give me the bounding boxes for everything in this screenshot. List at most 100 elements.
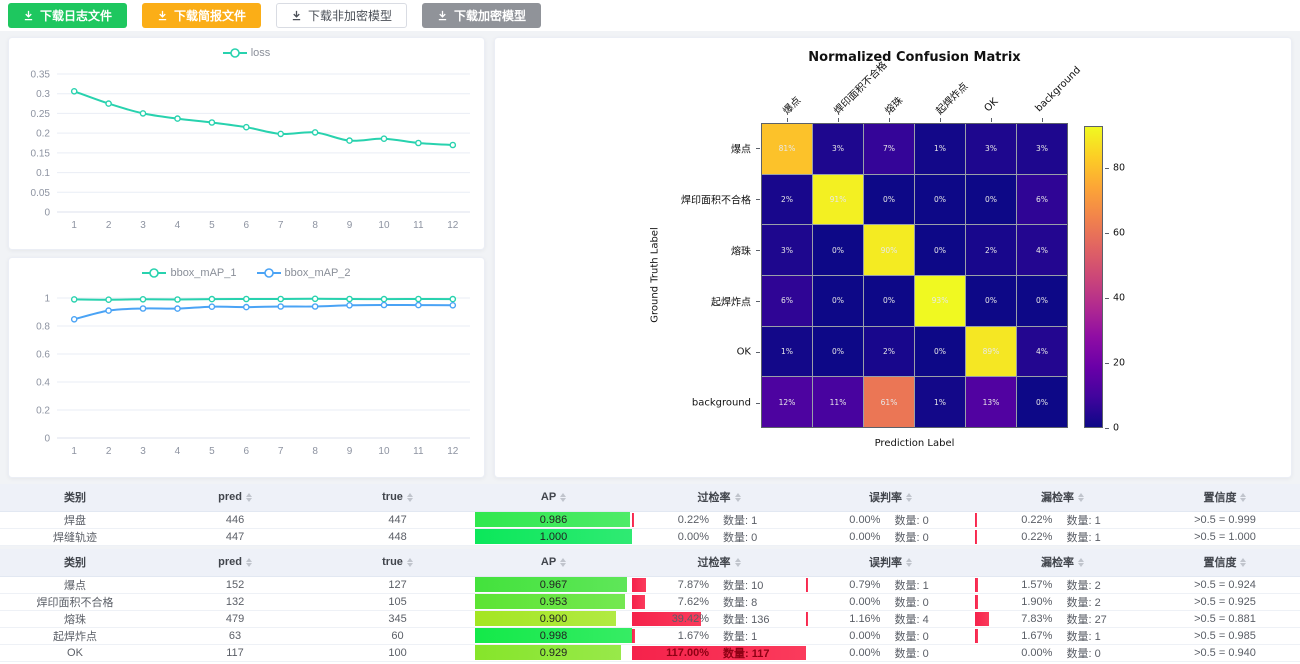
cm-row-label-2: 熔珠 bbox=[731, 246, 751, 258]
download-unencrypted-model-button[interactable]: 下载非加密模型 bbox=[276, 3, 408, 28]
svg-text:0.3: 0.3 bbox=[36, 89, 50, 100]
rate-value: 1.90% bbox=[1021, 595, 1053, 608]
column-header-置信度[interactable]: 置信度 bbox=[1149, 484, 1300, 512]
column-header-误判率[interactable]: 误判率 bbox=[805, 484, 975, 512]
column-header-true[interactable]: true bbox=[320, 549, 475, 577]
category-cell: OK bbox=[0, 644, 151, 662]
colorbar bbox=[1084, 126, 1103, 428]
column-header-pred[interactable]: pred bbox=[150, 484, 321, 512]
rate-bar bbox=[805, 577, 808, 592]
pred-cell: 479 bbox=[150, 610, 321, 628]
sort-caret-icon[interactable] bbox=[245, 492, 252, 502]
column-header-pred[interactable]: pred bbox=[150, 549, 321, 577]
colorbar-tick-label: 40 bbox=[1113, 292, 1126, 304]
legend-item-bbox_mAP_1[interactable]: bbox_mAP_1 bbox=[142, 267, 237, 279]
category-cell: 焊缝轨迹 bbox=[0, 528, 151, 546]
download-report-button[interactable]: 下载简报文件 bbox=[142, 3, 262, 28]
sort-caret-icon[interactable] bbox=[905, 492, 912, 502]
column-header-AP[interactable]: AP bbox=[475, 549, 633, 577]
sort-caret-icon[interactable] bbox=[245, 557, 252, 567]
rate-value: 1.67% bbox=[677, 629, 709, 642]
column-header-过检率[interactable]: 过检率 bbox=[632, 549, 806, 577]
ap-value: 0.900 bbox=[539, 612, 568, 625]
sort-caret-icon[interactable] bbox=[560, 492, 567, 502]
table-row-OK: OK 117 100 0.929 117.00% 数量: 117 0.00% 数量: 0 0.0… bbox=[0, 644, 1300, 662]
download-icon bbox=[158, 10, 167, 21]
svg-text:0.25: 0.25 bbox=[31, 109, 51, 120]
cm-axis-tick bbox=[756, 250, 760, 252]
legend-label: bbox_mAP_2 bbox=[284, 267, 351, 279]
column-header-置信度[interactable]: 置信度 bbox=[1149, 549, 1300, 577]
pred-cell: 117 bbox=[150, 644, 321, 662]
download-log-button[interactable]: 下载日志文件 bbox=[8, 3, 128, 28]
rate-count: 数量: 4 bbox=[894, 613, 929, 626]
cm-cell-2-1: 0% bbox=[813, 225, 863, 275]
sort-caret-icon[interactable] bbox=[560, 557, 567, 567]
svg-text:9: 9 bbox=[347, 220, 353, 231]
rate-value: 0.00% bbox=[677, 530, 709, 543]
rate-cell-content: 0.22% 数量: 1 bbox=[632, 512, 806, 528]
map-chart-legend: bbox_mAP_1 bbox_mAP_2 bbox=[9, 258, 484, 282]
legend-item-loss[interactable]: loss bbox=[222, 47, 271, 59]
cm-cell-2-0: 3% bbox=[762, 225, 812, 275]
sort-caret-icon[interactable] bbox=[1240, 492, 1247, 502]
true-cell: 345 bbox=[320, 610, 475, 628]
rate-cell-content: 0.00% 数量: 0 bbox=[975, 645, 1150, 661]
cm-cell-0-0: 81% bbox=[762, 124, 812, 174]
ap-cell: 0.953 bbox=[475, 593, 633, 611]
sort-caret-icon[interactable] bbox=[734, 557, 741, 567]
colorbar-tick-label: 80 bbox=[1113, 162, 1126, 174]
column-label: AP bbox=[540, 556, 557, 569]
cm-axis-tick bbox=[888, 118, 890, 122]
svg-text:2: 2 bbox=[106, 446, 112, 457]
column-header-误判率[interactable]: 误判率 bbox=[805, 549, 975, 577]
missed-detection-cell: 0.22% 数量: 1 bbox=[974, 511, 1150, 529]
rate-cell-content: 117.00% 数量: 117 bbox=[632, 645, 806, 661]
ap-value: 0.929 bbox=[539, 646, 568, 659]
cm-cell-3-1: 0% bbox=[813, 276, 863, 326]
sort-caret-icon[interactable] bbox=[1077, 557, 1084, 567]
column-label: 漏检率 bbox=[1040, 557, 1074, 570]
column-header-漏检率[interactable]: 漏检率 bbox=[974, 549, 1150, 577]
rate-count: 数量: 1 bbox=[1066, 514, 1101, 527]
loss-line-chart: 00.050.10.150.20.250.30.351 2 3 4 5 6 7 8 9 10 11 1… bbox=[31, 70, 470, 231]
download-encrypted-model-button[interactable]: 下载加密模型 bbox=[422, 3, 542, 28]
true-cell: 127 bbox=[320, 576, 475, 594]
ap-bar bbox=[475, 628, 632, 643]
cm-cell-0-3: 1% bbox=[915, 124, 965, 174]
column-header-过检率[interactable]: 过检率 bbox=[632, 484, 806, 512]
sort-caret-icon[interactable] bbox=[1077, 492, 1084, 502]
legend-item-bbox_mAP_2[interactable]: bbox_mAP_2 bbox=[256, 267, 351, 279]
cm-axis-tick bbox=[756, 199, 760, 201]
sort-caret-icon[interactable] bbox=[1240, 557, 1247, 567]
rate-bar bbox=[632, 611, 701, 626]
cm-col-label-5: background bbox=[1033, 64, 1084, 115]
column-header-漏检率[interactable]: 漏检率 bbox=[974, 484, 1150, 512]
rate-value: 0.00% bbox=[849, 595, 881, 608]
missed-detection-cell: 1.67% 数量: 1 bbox=[974, 627, 1150, 645]
column-label: pred bbox=[218, 491, 242, 504]
svg-text:8: 8 bbox=[312, 220, 318, 231]
legend-label: loss bbox=[250, 47, 271, 59]
cm-axis-tick bbox=[786, 118, 788, 122]
table-row-焊缝轨迹: 焊缝轨迹 447 448 1.000 0.00% 数量: 0 0.00% 数量: 0 0.22%… bbox=[0, 528, 1300, 546]
sort-caret-icon[interactable] bbox=[406, 492, 413, 502]
rate-count: 数量: 0 bbox=[894, 514, 929, 527]
column-header-AP[interactable]: AP bbox=[475, 484, 633, 512]
column-header-true[interactable]: true bbox=[320, 484, 475, 512]
sort-caret-icon[interactable] bbox=[406, 557, 413, 567]
sort-caret-icon[interactable] bbox=[905, 557, 912, 567]
sort-caret-icon[interactable] bbox=[734, 492, 741, 502]
true-cell: 105 bbox=[320, 593, 475, 611]
svg-text:6: 6 bbox=[244, 446, 250, 457]
column-label: 误判率 bbox=[868, 492, 902, 505]
svg-text:2: 2 bbox=[106, 220, 112, 231]
rate-cell-content: 1.67% 数量: 1 bbox=[632, 628, 806, 644]
over-detection-cell: 39.42% 数量: 136 bbox=[632, 610, 806, 628]
cm-cell-4-2: 2% bbox=[864, 326, 914, 377]
colorbar-tick bbox=[1105, 428, 1109, 429]
rate-value: 7.62% bbox=[677, 595, 709, 608]
rate-bar bbox=[632, 594, 646, 609]
column-label: 置信度 bbox=[1203, 492, 1237, 505]
cm-row-label-4: OK bbox=[736, 346, 751, 358]
